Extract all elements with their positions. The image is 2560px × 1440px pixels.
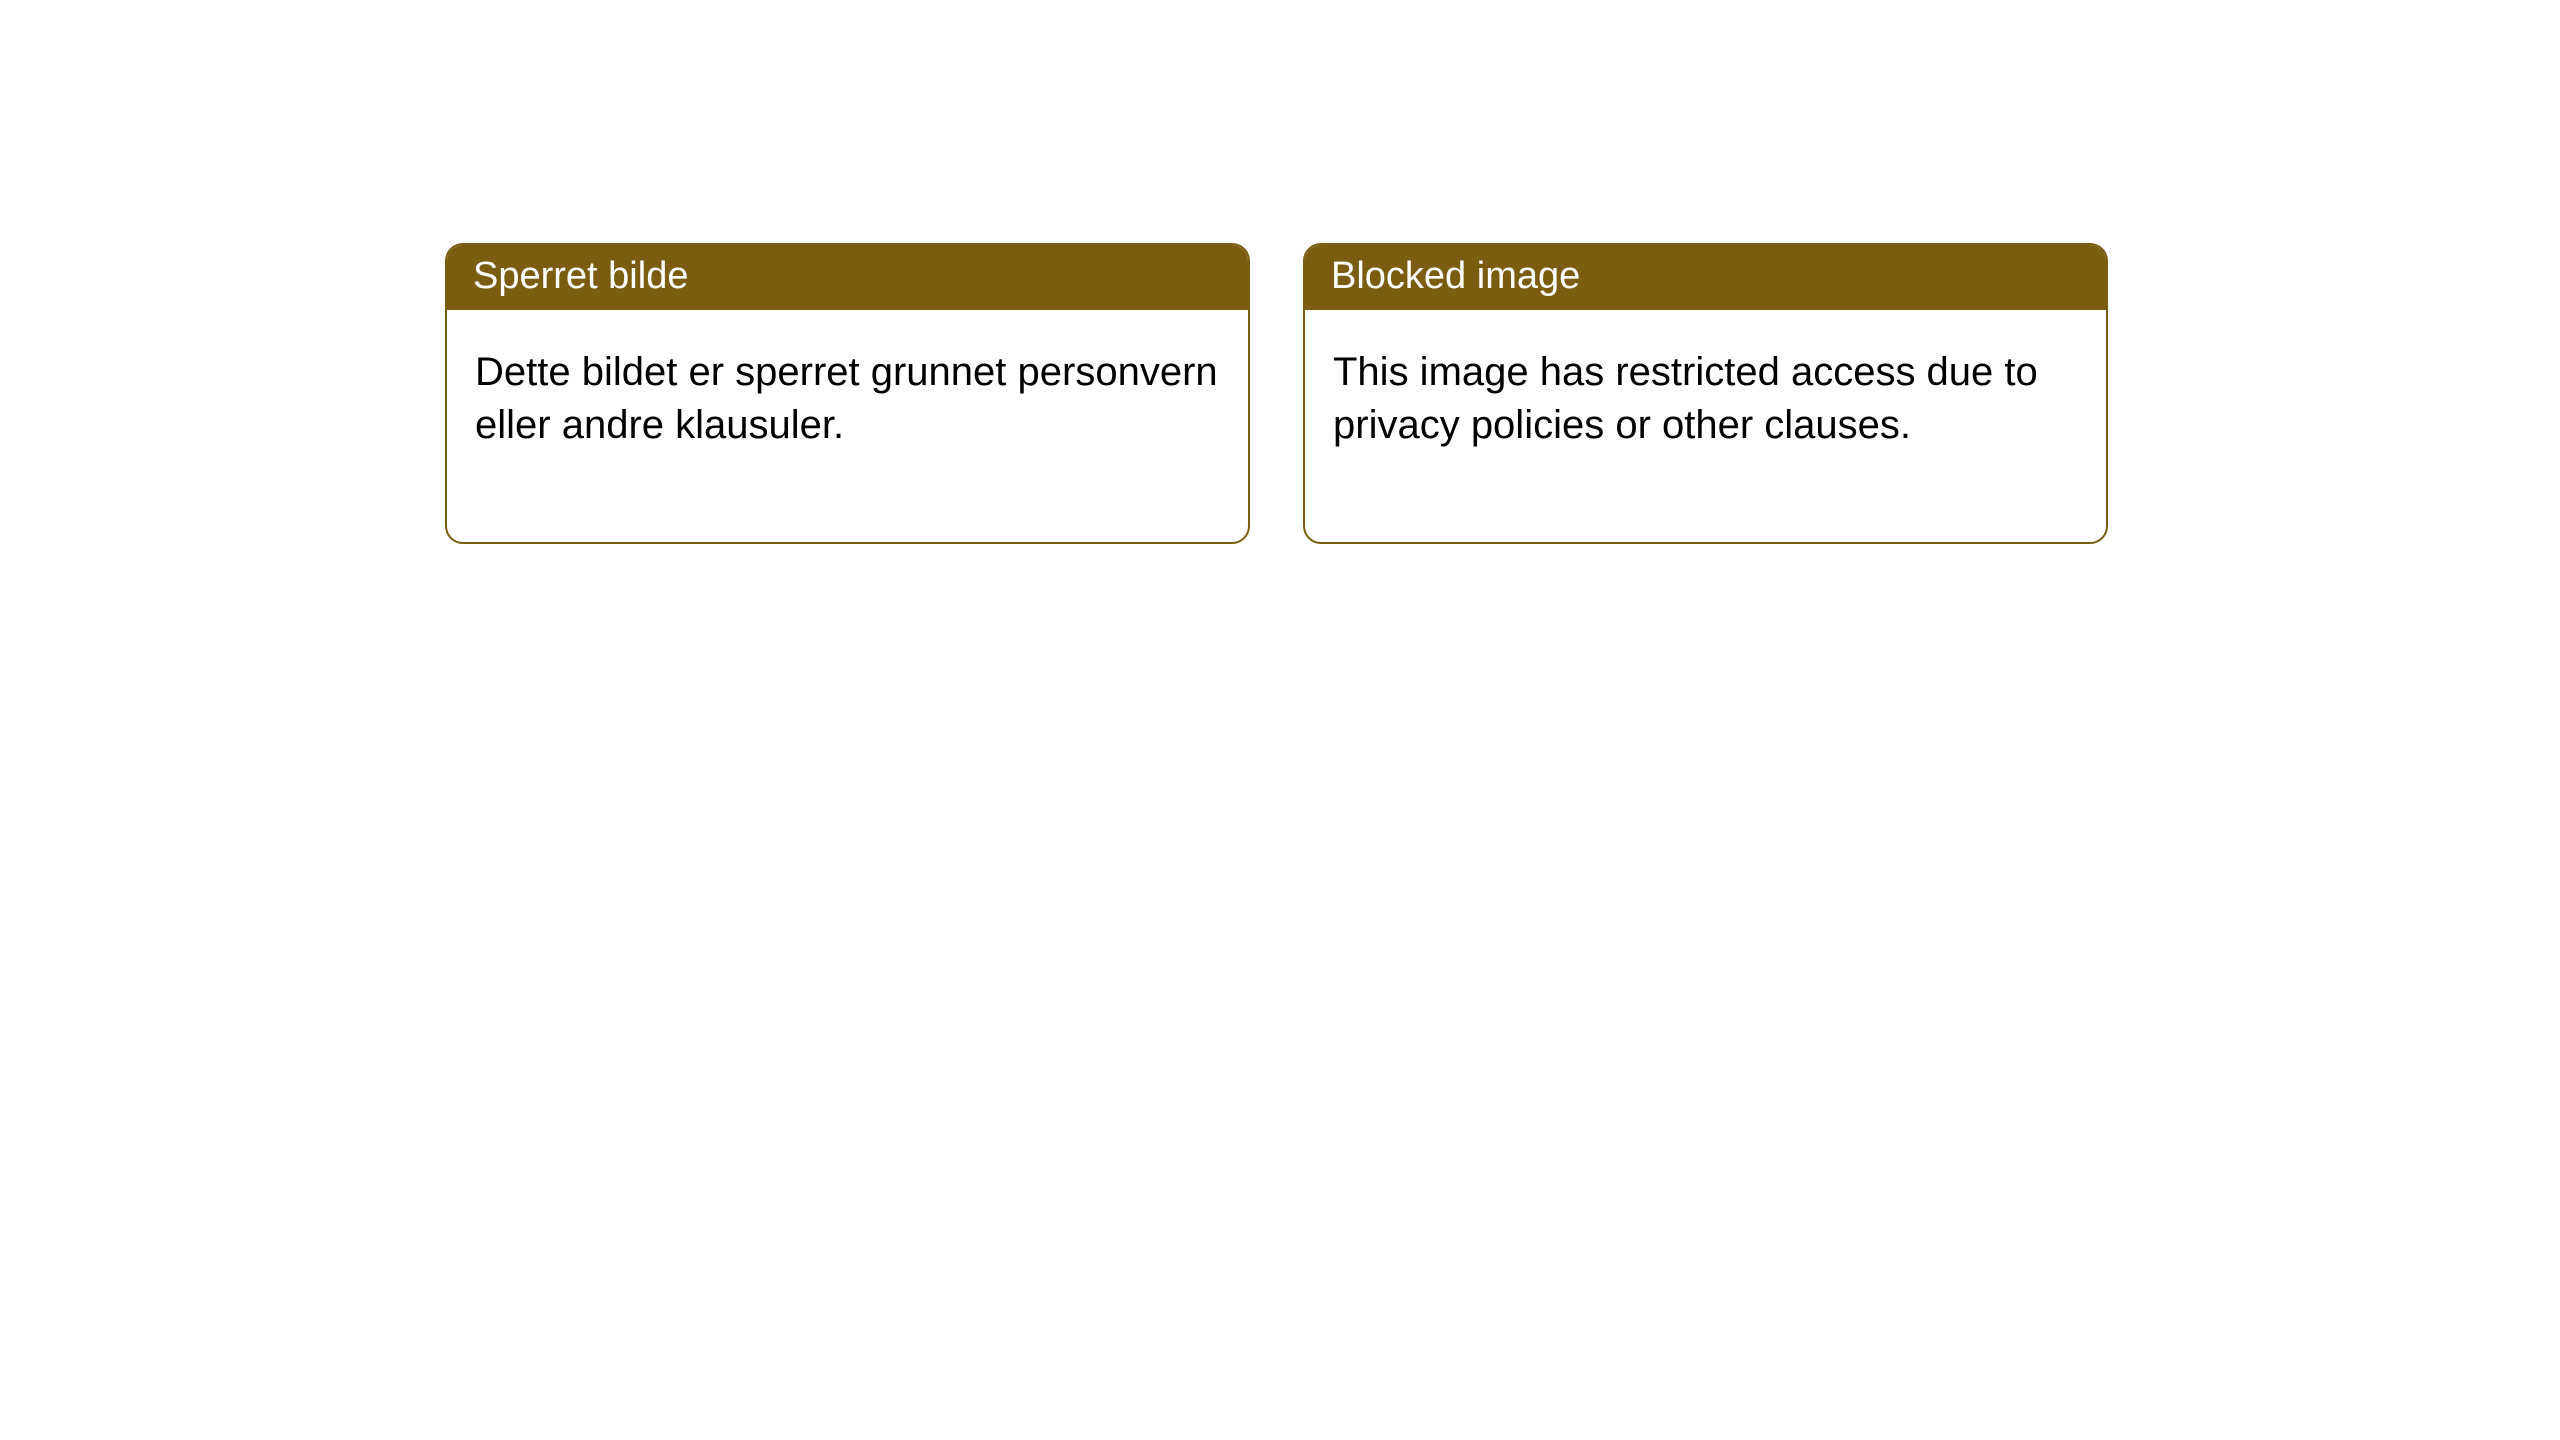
blocked-image-card-no: Sperret bilde Dette bildet er sperret gr… — [445, 243, 1250, 544]
card-title: Blocked image — [1331, 255, 1580, 297]
card-header: Sperret bilde — [447, 245, 1248, 310]
card-body: This image has restricted access due to … — [1305, 310, 2106, 542]
card-body-text: Dette bildet er sperret grunnet personve… — [475, 350, 1218, 447]
card-body: Dette bildet er sperret grunnet personve… — [447, 310, 1248, 542]
blocked-image-card-en: Blocked image This image has restricted … — [1303, 243, 2108, 544]
notice-container: Sperret bilde Dette bildet er sperret gr… — [0, 0, 2560, 544]
card-title: Sperret bilde — [473, 255, 688, 297]
card-header: Blocked image — [1305, 245, 2106, 310]
card-body-text: This image has restricted access due to … — [1333, 350, 2038, 447]
